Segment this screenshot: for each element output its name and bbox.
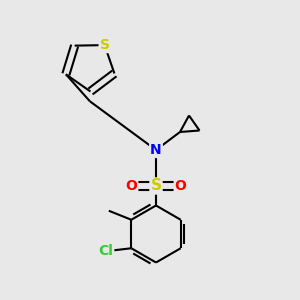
Text: O: O (125, 179, 137, 193)
Text: O: O (175, 179, 187, 193)
Text: Cl: Cl (98, 244, 113, 258)
Text: S: S (151, 178, 161, 194)
Text: S: S (100, 38, 110, 52)
Text: N: N (150, 143, 162, 157)
